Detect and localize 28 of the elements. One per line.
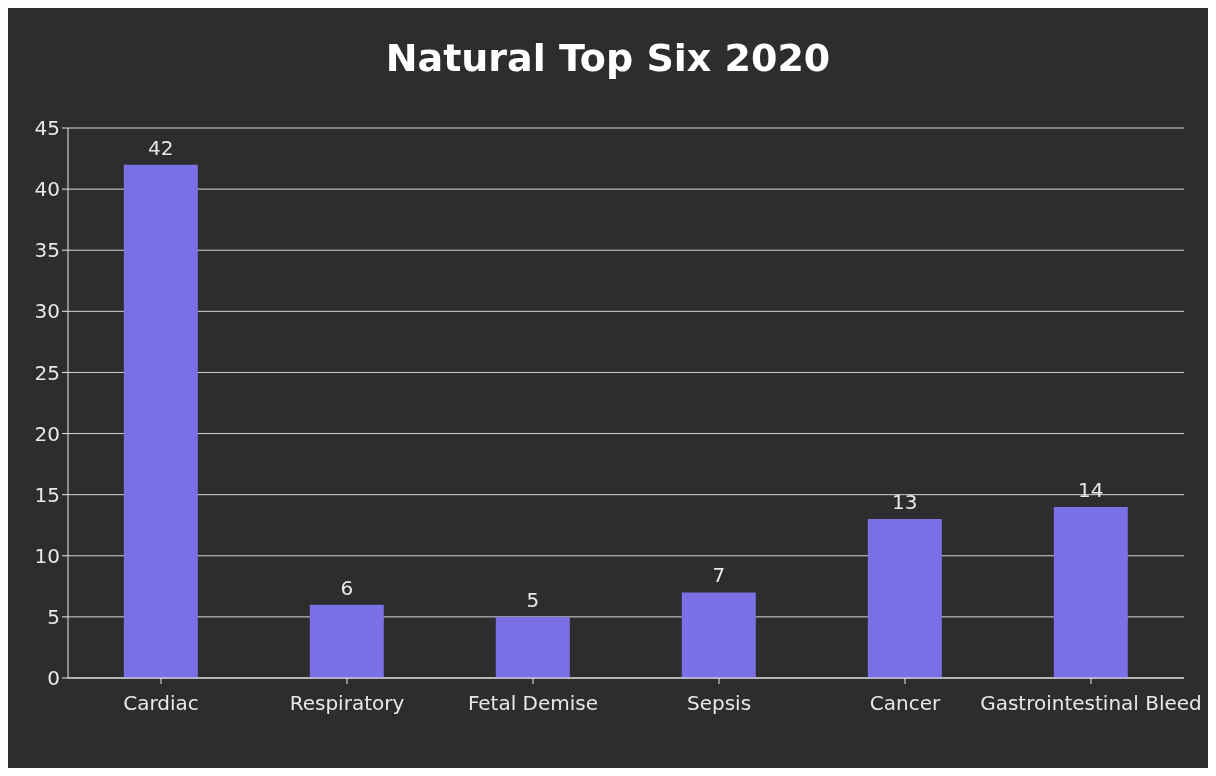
y-tick-label: 10 (34, 543, 60, 568)
y-tick-label: 20 (34, 421, 60, 446)
data-label: 7 (712, 563, 726, 588)
x-tick-label: Cancer (869, 691, 941, 716)
data-label: 6 (340, 575, 354, 600)
y-tick-label: 30 (34, 299, 60, 324)
y-tick-label: 0 (47, 666, 60, 691)
x-tick-label: Gastrointestinal Bleed (980, 691, 1202, 716)
y-tick-label: 40 (34, 177, 60, 202)
bar (1053, 506, 1128, 678)
x-tick-label: Respiratory (289, 691, 405, 716)
x-tick-label: Fetal Demise (467, 691, 599, 716)
data-label: 42 (148, 135, 174, 160)
y-tick-label: 15 (34, 482, 60, 507)
chart-title: Natural Top Six 2020 (384, 35, 832, 82)
x-tick-label: Sepsis (686, 691, 752, 716)
bar (867, 519, 942, 678)
x-tick-label: Cardiac (123, 691, 199, 716)
bar (495, 616, 570, 678)
data-label: 5 (526, 587, 540, 612)
y-tick-label: 25 (34, 360, 60, 385)
bar (123, 164, 198, 678)
y-tick-label: 45 (34, 116, 60, 141)
y-tick-label: 35 (34, 238, 60, 263)
y-tick-label: 5 (47, 604, 60, 629)
bar (681, 592, 756, 678)
bar (309, 604, 384, 678)
data-label: 13 (892, 490, 918, 515)
